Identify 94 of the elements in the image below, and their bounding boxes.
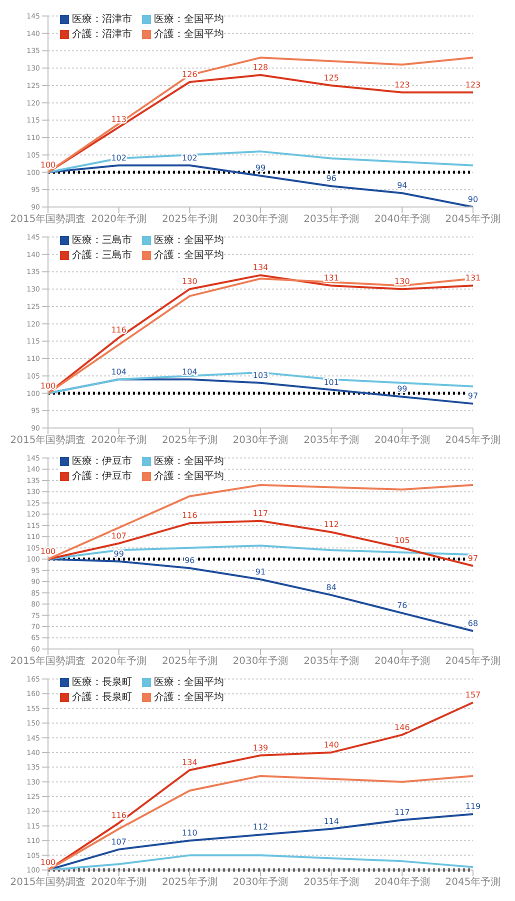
x-tick-label: 2030年予測	[232, 213, 288, 226]
data-label: 146	[394, 722, 410, 732]
x-tick-label: 2030年予測	[232, 655, 288, 668]
data-label: 94	[397, 181, 408, 190]
data-label: 110	[182, 828, 198, 838]
x-tick-label: 2020年予測	[91, 655, 147, 668]
legend-label: 医療：全国平均	[154, 454, 224, 468]
legend-label: 医療：長泉町	[72, 676, 132, 689]
data-label: 112	[324, 520, 339, 530]
legend-label: 介護：沼津市	[72, 28, 132, 41]
data-label: 123	[394, 80, 410, 90]
data-label: 130	[182, 277, 198, 286]
x-tick-label: 2035年予測	[304, 434, 360, 446]
data-label: 100	[40, 160, 56, 170]
data-label: 91	[255, 567, 266, 576]
x-tick-label: 2020年予測	[91, 213, 147, 226]
data-label: 100	[40, 547, 56, 556]
data-label: 140	[324, 740, 339, 750]
data-label: 100	[40, 381, 56, 390]
x-tick-label: 2020年予測	[91, 876, 147, 888]
data-label: 117	[394, 808, 410, 818]
data-label: 123	[465, 80, 481, 90]
x-tick-label: 2025年予測	[162, 213, 218, 226]
data-label: 130	[394, 277, 410, 286]
data-label: 107	[111, 837, 126, 846]
data-label: 101	[324, 378, 339, 387]
data-label: 116	[111, 326, 126, 335]
data-label: 157	[465, 690, 481, 700]
legend-label: 医療：沼津市	[72, 12, 132, 26]
x-tick-label: 2015年国勢調査	[10, 213, 86, 226]
x-tick-label: 2015年国勢調査	[10, 876, 86, 888]
data-label: 90	[468, 195, 478, 204]
legend-label: 介護：全国平均	[154, 248, 224, 262]
data-label: 117	[252, 508, 268, 518]
data-label: 84	[326, 583, 336, 592]
x-tick-label: 2015年国勢調査	[10, 434, 86, 446]
data-label: 104	[111, 367, 126, 376]
x-tick-label: 2030年予測	[232, 434, 288, 446]
legend-label: 医療：全国平均	[154, 234, 224, 247]
legend-label: 医療：三島市	[72, 234, 132, 247]
x-tick-label: 2045年予測	[445, 876, 501, 888]
legend-label: 介護：全国平均	[154, 470, 224, 483]
legend-label: 医療：全国平均	[154, 676, 224, 689]
data-label: 116	[111, 810, 126, 820]
data-label: 100	[40, 858, 56, 867]
data-label: 128	[252, 63, 268, 72]
legend-label: 介護：全国平均	[154, 690, 224, 704]
x-tick-label: 2040年予測	[374, 655, 430, 668]
x-tick-label: 2035年予測	[304, 213, 360, 226]
data-label: 116	[182, 511, 198, 520]
data-label: 119	[465, 802, 481, 812]
data-label: 102	[182, 153, 198, 162]
data-label: 134	[182, 758, 198, 768]
data-label: 131	[465, 274, 481, 283]
data-label: 76	[397, 601, 408, 610]
data-label: 107	[111, 531, 126, 540]
data-label: 104	[182, 367, 198, 376]
x-tick-label: 2045年予測	[445, 655, 501, 668]
x-tick-label: 2045年予測	[445, 213, 501, 226]
legend-label: 介護：長泉町	[72, 690, 132, 704]
data-label: 125	[324, 73, 339, 82]
x-tick-label: 2020年予測	[91, 434, 147, 446]
data-label: 97	[468, 392, 478, 401]
x-tick-label: 2015年国勢調査	[10, 655, 86, 668]
data-label: 97	[468, 554, 478, 563]
x-tick-label: 2040年予測	[374, 434, 430, 446]
data-label: 96	[184, 556, 195, 566]
data-label: 96	[326, 174, 336, 184]
legend-label: 介護：全国平均	[154, 28, 224, 41]
x-tick-label: 2035年予測	[304, 876, 360, 888]
x-tick-label: 2025年予測	[162, 876, 218, 888]
data-label: 131	[324, 274, 339, 283]
x-tick-label: 2035年予測	[304, 655, 360, 668]
data-label: 99	[255, 164, 266, 173]
x-tick-label: 2040年予測	[374, 213, 430, 226]
data-label: 99	[397, 384, 408, 394]
data-label: 134	[252, 263, 268, 272]
legend-label: 医療：伊豆市	[72, 454, 132, 468]
x-tick-label: 2045年予測	[445, 434, 501, 446]
data-label: 103	[252, 370, 268, 380]
legend-label: 介護：伊豆市	[72, 470, 132, 483]
data-label: 102	[111, 153, 126, 162]
x-tick-label: 2030年予測	[232, 876, 288, 888]
x-tick-label: 2040年予測	[374, 876, 430, 888]
legend-label: 介護：三島市	[72, 248, 132, 262]
data-label: 114	[324, 816, 339, 826]
x-tick-label: 2025年予測	[162, 434, 218, 446]
data-label: 68	[468, 619, 478, 628]
x-tick-label: 2025年予測	[162, 655, 218, 668]
data-label: 99	[114, 549, 124, 558]
data-label: 105	[394, 536, 410, 545]
data-label: 112	[252, 822, 268, 832]
data-label: 139	[252, 743, 268, 752]
legend-label: 医療：全国平均	[154, 12, 224, 26]
